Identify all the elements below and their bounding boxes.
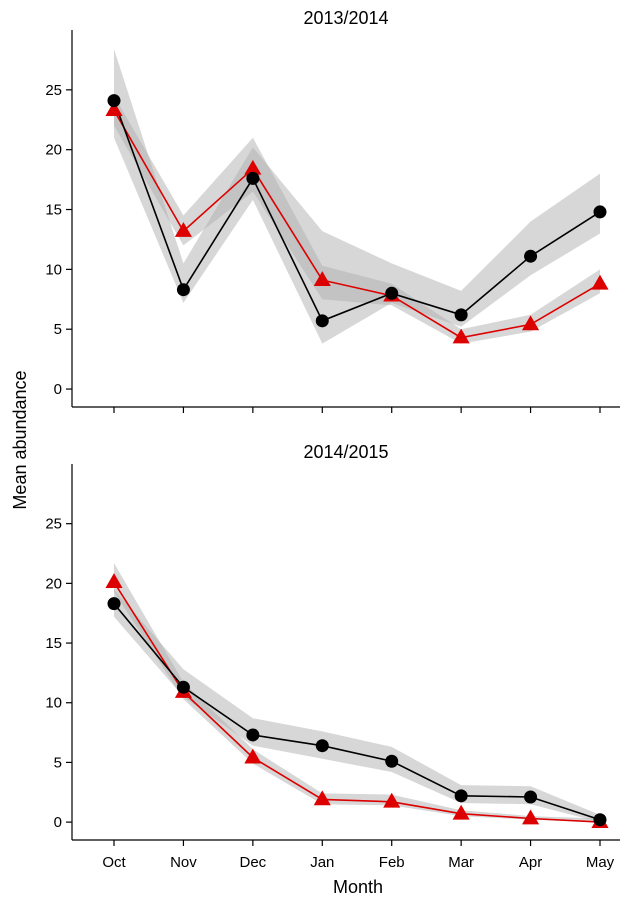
data-point-circle <box>315 739 329 753</box>
data-point-circle <box>454 789 468 803</box>
data-point-circle <box>107 597 121 611</box>
x-tick-label: Dec <box>240 854 267 871</box>
x-tick-label: Oct <box>102 854 126 871</box>
data-point-circle <box>524 249 538 263</box>
series-line-1 <box>113 581 601 823</box>
y-tick-label: 15 <box>45 635 62 652</box>
data-point-triangle <box>174 222 192 237</box>
x-tick-label: Feb <box>379 854 405 871</box>
data-point-triangle <box>244 748 262 764</box>
series-line-0 <box>113 603 601 821</box>
y-tick-label: 0 <box>54 814 62 831</box>
data-point-circle <box>107 94 121 108</box>
data-point-triangle <box>313 790 331 806</box>
data-point-triangle <box>244 159 262 175</box>
y-tick-label: 5 <box>54 754 62 771</box>
y-tick-label: 5 <box>54 321 62 338</box>
panel-2014-2015: 2014/2015 0 5 10 15 20 25 Oct Nov Dec Jan Feb Mar Apr… <box>45 442 620 871</box>
data-point-triangle <box>105 573 123 589</box>
y-tick-label: 10 <box>45 261 62 278</box>
ci-band-series-0 <box>114 589 600 823</box>
data-point-circle <box>315 314 329 328</box>
panel-title: 2013/2014 <box>303 8 388 28</box>
data-point-triangle <box>313 271 331 286</box>
data-point-circle <box>246 171 260 185</box>
x-tick-label: Mar <box>448 854 474 871</box>
panel-2013-2014: 2013/2014 0 5 10 15 20 25 <box>45 8 620 413</box>
y-tick-label: 15 <box>45 202 62 219</box>
data-point-triangle <box>522 315 540 331</box>
x-tick-label: Apr <box>519 854 542 871</box>
data-point-circle <box>593 205 607 219</box>
y-axis-label: Mean abundance <box>10 370 30 509</box>
y-tick-label: 25 <box>45 516 62 533</box>
x-tick-label: Nov <box>170 854 197 871</box>
data-point-circle <box>385 286 399 300</box>
data-point-circle <box>524 790 538 804</box>
data-point-triangle <box>452 328 470 344</box>
data-point-circle <box>246 728 260 742</box>
y-tick-label: 20 <box>45 142 62 159</box>
data-point-triangle <box>591 274 609 290</box>
data-point-circle <box>593 813 607 827</box>
panel-title: 2014/2015 <box>303 442 388 462</box>
series-line-0 <box>113 100 601 322</box>
x-tick-label: Jan <box>310 854 334 871</box>
data-point-triangle <box>522 809 540 825</box>
data-point-circle <box>385 754 399 768</box>
data-point-triangle <box>452 804 470 820</box>
data-point-circle <box>176 283 190 297</box>
data-point-triangle <box>105 101 123 117</box>
y-tick-label: 0 <box>54 381 62 398</box>
y-tick-label: 25 <box>45 82 62 99</box>
data-point-circle <box>454 308 468 322</box>
y-tick-label: 20 <box>45 575 62 592</box>
data-point-circle <box>176 680 190 694</box>
data-point-triangle <box>383 792 401 808</box>
ci-band-series-1 <box>114 95 600 344</box>
y-tick-label: 10 <box>45 695 62 712</box>
series-line-1 <box>113 109 601 339</box>
x-tick-label: May <box>586 854 615 871</box>
x-axis-label: Month <box>333 877 383 897</box>
